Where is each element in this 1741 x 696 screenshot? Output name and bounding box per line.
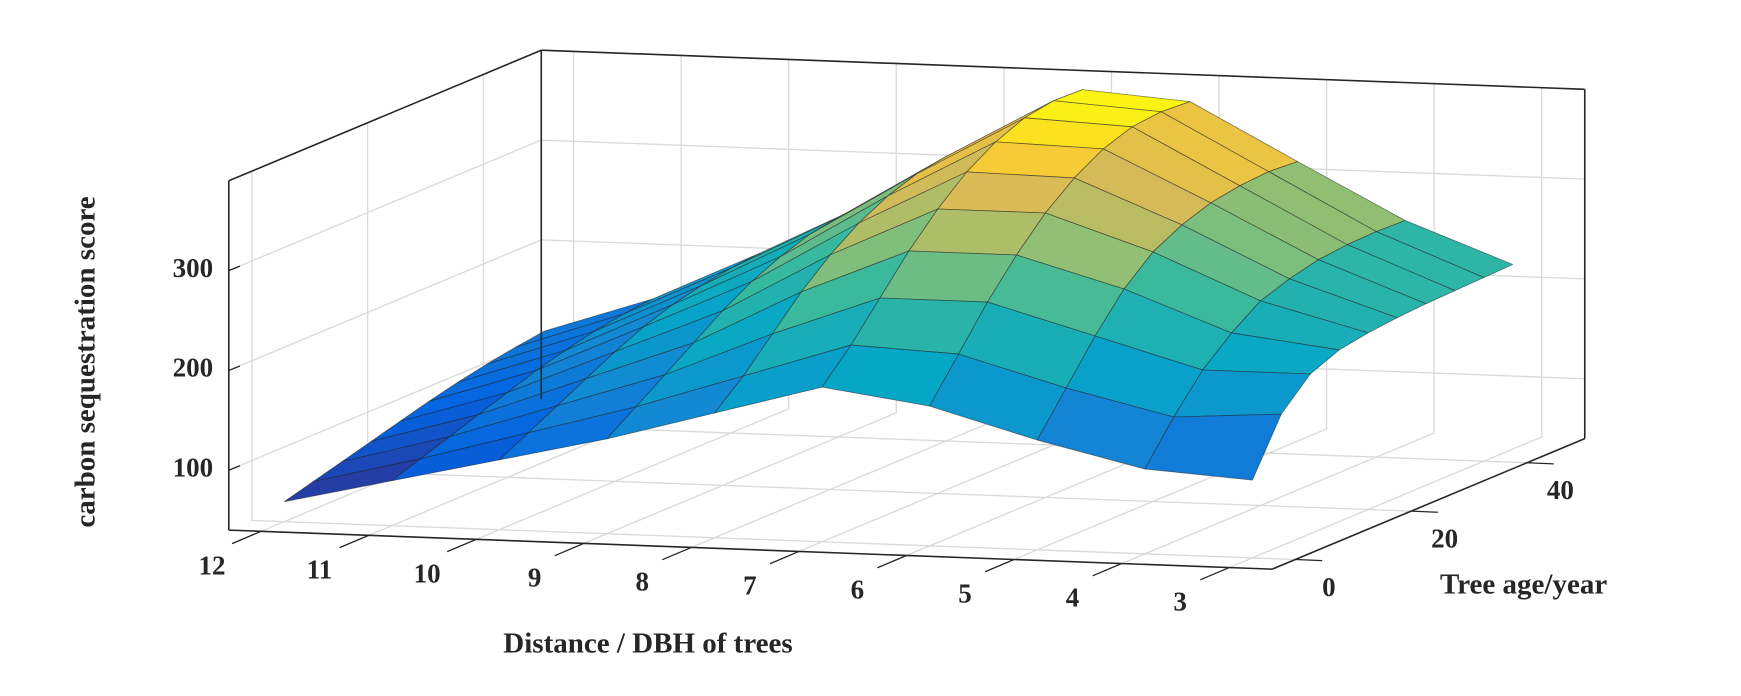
x-tick-label: 6 (851, 575, 865, 605)
x-tick (984, 558, 1015, 573)
y-axis-label: Tree age/year (1440, 569, 1607, 601)
y-tick-label: 40 (1547, 475, 1574, 505)
z-tick (228, 465, 241, 471)
x-tick-label: 5 (958, 579, 972, 609)
x-tick (877, 554, 907, 569)
axis-line (1271, 437, 1586, 570)
x-tick-label: 4 (1066, 583, 1080, 613)
z-tick (228, 365, 241, 372)
x-tick (1199, 566, 1230, 581)
x-tick (446, 538, 477, 553)
grid-line (251, 171, 1296, 561)
x-tick (769, 550, 800, 565)
z-axis-label: carbon sequestration score (70, 196, 102, 527)
x-tick-label: 7 (743, 570, 757, 600)
x-tick-label: 12 (198, 550, 225, 580)
grid-line (475, 59, 790, 540)
y-tick-label: 20 (1431, 523, 1458, 553)
y-tick (1411, 510, 1438, 513)
z-tick-label: 200 (173, 353, 214, 383)
z-tick-label: 300 (173, 253, 214, 283)
y-tick (1295, 558, 1323, 562)
x-tick-label: 9 (528, 562, 542, 592)
axis-line (228, 49, 542, 182)
x-tick (339, 534, 369, 549)
surface-patch (1144, 413, 1282, 481)
grid-line (1121, 83, 1435, 565)
axis-line (228, 529, 1273, 570)
x-tick-label: 8 (636, 566, 650, 596)
x-tick (1092, 562, 1122, 577)
y-tick-label: 0 (1322, 572, 1336, 602)
y-tick (1526, 462, 1554, 465)
x-tick (662, 546, 692, 561)
grid-line (583, 63, 897, 545)
axis-line (541, 49, 1585, 91)
z-tick (228, 265, 241, 272)
z-tick-label: 100 (173, 452, 214, 482)
x-tick-label: 3 (1173, 587, 1187, 617)
grid-line (1228, 87, 1543, 569)
x-tick-label: 10 (414, 558, 441, 588)
axes: 3 4 5 6 7 8 9 10 11 12 0 20 40 100 200 300 (173, 49, 1586, 617)
surface (283, 89, 1514, 503)
x-tick-label: 11 (307, 554, 333, 584)
x-axis-label: Distance / DBH of trees (503, 628, 792, 660)
x-tick (231, 530, 262, 545)
x-tick (554, 542, 585, 557)
